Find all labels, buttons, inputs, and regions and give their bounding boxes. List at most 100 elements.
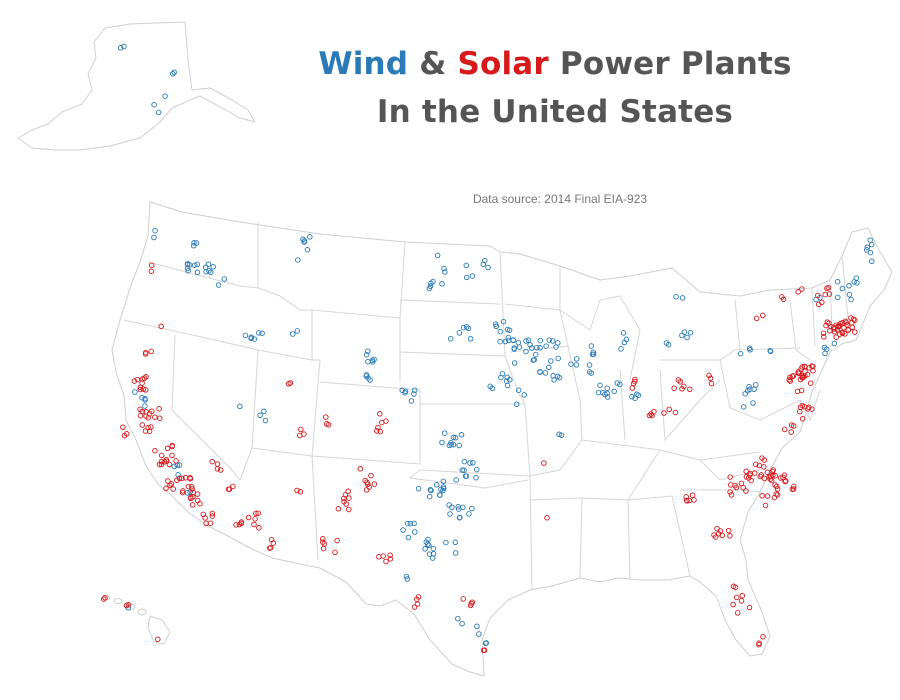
solar-plant-marker: [815, 292, 821, 299]
wind-plant-marker: [256, 330, 262, 336]
wind-plant-marker: [202, 264, 209, 270]
solar-plant-marker: [661, 410, 667, 416]
state-hawaii: [101, 595, 171, 645]
solar-power-plants: [100, 262, 858, 654]
solar-plant-marker: [123, 431, 130, 437]
wind-plant-marker: [621, 339, 628, 346]
solar-plant-marker: [180, 488, 186, 494]
solar-plant-marker: [214, 461, 221, 467]
solar-plant-marker: [137, 386, 143, 393]
solar-plant-marker: [807, 380, 814, 386]
wind-plant-marker: [537, 345, 543, 351]
wind-plant-marker: [456, 330, 463, 336]
wind-plant-marker: [304, 246, 311, 253]
wind-plant-marker: [604, 385, 610, 391]
wind-plant-marker: [407, 520, 414, 527]
solar-plant-marker: [804, 371, 811, 378]
solar-plant-marker: [200, 511, 207, 518]
wind-plant-marker: [620, 330, 627, 336]
solar-plant-marker: [148, 268, 155, 274]
solar-plant-marker: [102, 595, 108, 601]
wind-plant-marker: [151, 101, 157, 108]
wind-plant-marker: [869, 258, 875, 265]
wind-plant-marker: [171, 69, 177, 76]
wind-plant-marker: [459, 467, 466, 473]
solar-plant-marker: [383, 558, 389, 565]
title-ampersand: &: [408, 46, 458, 82]
solar-plant-marker: [728, 482, 734, 488]
solar-plant-marker: [712, 534, 719, 540]
solar-plant-marker: [332, 549, 338, 556]
wind-plant-marker: [152, 227, 158, 234]
solar-plant-marker: [189, 502, 196, 508]
solar-plant-marker: [821, 334, 827, 340]
wind-plant-marker: [546, 364, 552, 371]
wind-plant-marker: [467, 336, 474, 342]
solar-plant-marker: [100, 596, 107, 602]
wind-plant-marker: [492, 321, 499, 327]
solar-plant-marker: [376, 554, 382, 560]
wind-plant-marker: [483, 640, 490, 646]
wind-plant-marker: [822, 350, 828, 357]
solar-plant-marker: [158, 452, 165, 459]
wind-plant-marker: [440, 484, 447, 490]
solar-plant-marker: [733, 484, 740, 491]
wind-plant-marker: [511, 360, 518, 366]
wind-plant-marker: [191, 240, 197, 246]
wind-plant-marker: [400, 527, 406, 533]
solar-plant-marker: [365, 481, 371, 487]
solar-plant-marker: [791, 483, 797, 490]
solar-plant-marker: [849, 324, 856, 331]
wind-plant-marker: [194, 269, 201, 276]
solar-plant-marker: [799, 286, 805, 292]
solar-plant-marker: [233, 522, 239, 528]
solar-plant-marker: [203, 520, 209, 527]
wind-plant-marker: [604, 390, 610, 397]
solar-plant-marker: [632, 378, 638, 385]
solar-plant-marker: [544, 515, 550, 521]
wind-plant-marker: [458, 432, 465, 438]
solar-plant-marker: [837, 320, 844, 327]
solar-plant-marker: [343, 501, 349, 507]
solar-plant-marker: [152, 414, 158, 420]
wind-plant-marker: [439, 281, 445, 287]
wind-plant-marker: [427, 283, 434, 290]
wind-plant-marker: [436, 492, 443, 498]
wind-plant-marker: [142, 403, 148, 409]
wind-plant-marker: [439, 439, 445, 446]
wind-plant-marker: [455, 615, 461, 622]
wind-plant-marker: [673, 293, 679, 300]
wind-plant-marker: [294, 328, 301, 334]
solar-plant-marker: [387, 552, 393, 558]
wind-plant-marker: [515, 339, 522, 346]
wind-plant-marker: [452, 435, 459, 441]
map-title-line-2: In the United States: [376, 94, 734, 130]
solar-plant-marker: [368, 472, 374, 479]
solar-plant-marker: [767, 473, 774, 480]
solar-plant-marker: [287, 380, 294, 386]
wind-plant-marker: [155, 109, 162, 116]
wind-plant-marker: [447, 511, 453, 517]
solar-plant-marker: [684, 498, 690, 504]
solar-plant-marker: [170, 486, 176, 492]
wind-plant-marker: [558, 432, 565, 438]
solar-plant-marker: [158, 461, 165, 468]
solar-plant-marker: [188, 483, 195, 490]
wind-plant-marker: [523, 338, 529, 344]
wind-plant-marker: [427, 487, 434, 493]
solar-plant-marker: [781, 426, 788, 433]
solar-plant-marker: [158, 458, 165, 465]
wind-plant-marker: [618, 346, 624, 352]
wind-plant-marker: [441, 265, 447, 272]
wind-plant-marker: [176, 462, 183, 468]
wind-plant-marker: [452, 539, 459, 546]
wind-plant-marker: [443, 539, 449, 546]
solar-plant-marker: [345, 488, 351, 495]
wind-plant-marker: [489, 385, 496, 392]
solar-plant-marker: [774, 492, 781, 498]
solar-plant-marker: [845, 327, 852, 333]
solar-plant-marker: [334, 537, 340, 544]
solar-plant-marker: [707, 375, 714, 382]
wind-plant-marker: [426, 493, 433, 500]
solar-plant-marker: [797, 408, 803, 415]
